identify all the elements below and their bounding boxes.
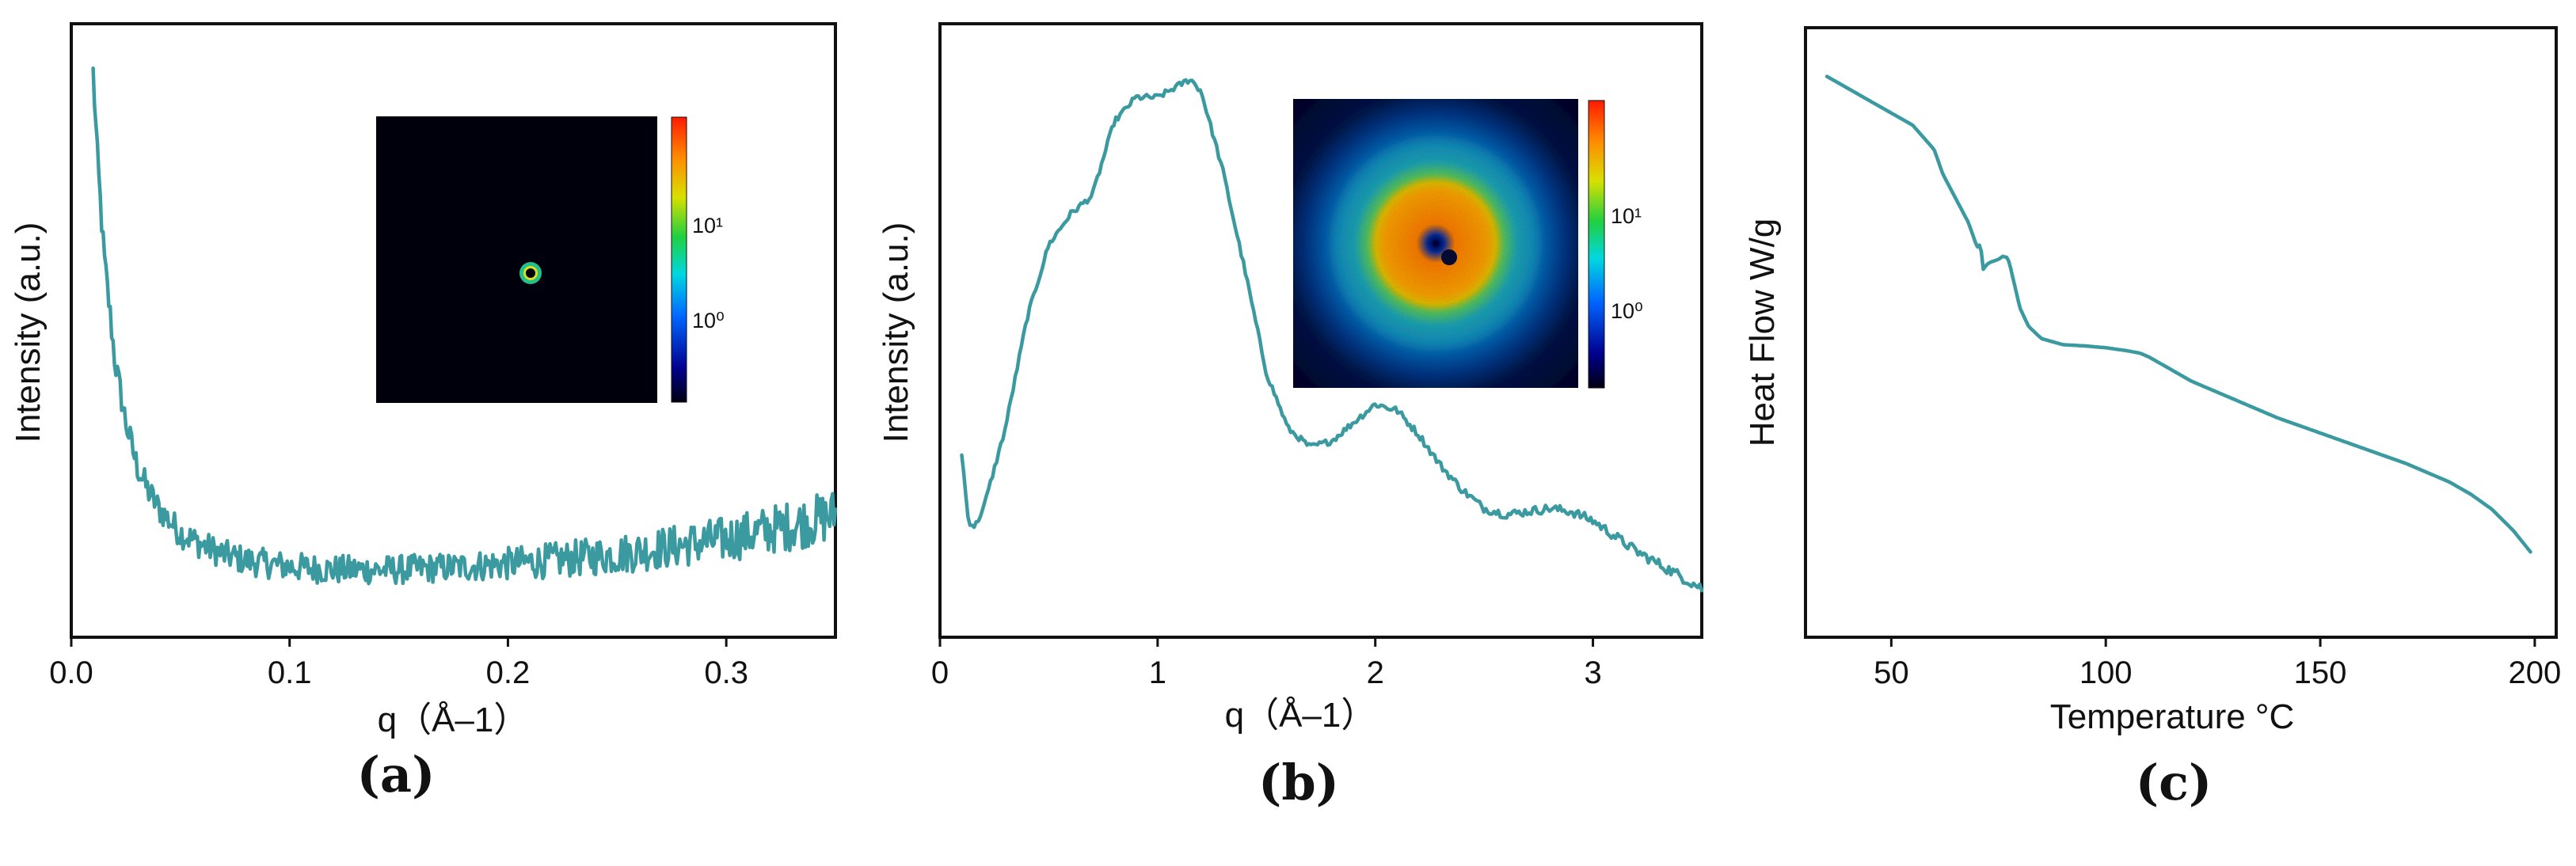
x-tick-label: 0.0 xyxy=(49,655,93,690)
x-tick-label: 0.1 xyxy=(268,655,312,690)
y-axis-label: Heat Flow W/g xyxy=(1743,218,1782,447)
x-tick-label: 2 xyxy=(1367,655,1384,690)
x-tick-label: 0.2 xyxy=(486,655,531,690)
x-ticks: 0.0 0.1 0.2 0.3 xyxy=(49,637,748,690)
plot-frame xyxy=(1804,26,2558,639)
panel-a: 0.0 0.1 0.2 0.3 Intensity (a.u.) q（Å–1） (a)… xyxy=(9,22,838,803)
waxs-curve xyxy=(960,78,1704,593)
panel-c: 50 100 150 200 Heat Flow W/g Temperature °C… xyxy=(1743,26,2561,811)
dsc-curve xyxy=(1825,74,2532,554)
panel-label: (b) xyxy=(1258,754,1339,811)
colorbar-label-10-0: 10⁰ xyxy=(1611,299,1643,323)
x-axis-label: Temperature °C xyxy=(2050,697,2295,736)
x-tick-label: 3 xyxy=(1584,655,1601,690)
colorbar xyxy=(1588,100,1605,389)
saxs-curve xyxy=(91,66,838,586)
x-tick-label: 0 xyxy=(931,655,949,690)
panel-b: 0 1 2 3 Intensity (a.u.) q（Å–1） (b) 10¹ 10⁰ xyxy=(877,22,1704,811)
colorbar-label-10-0: 10⁰ xyxy=(692,309,725,332)
x-tick-label: 1 xyxy=(1149,655,1166,690)
colorbar xyxy=(671,116,687,403)
x-tick-label: 100 xyxy=(2079,655,2133,690)
x-ticks: 0 1 2 3 xyxy=(931,637,1602,690)
x-axis-label: q（Å–1） xyxy=(378,701,529,739)
x-tick-label: 150 xyxy=(2294,655,2347,690)
x-ticks: 50 100 150 200 xyxy=(1874,637,2561,690)
x-tick-label: 200 xyxy=(2509,655,2562,690)
waxs-2d-pattern-inset: 10¹ 10⁰ xyxy=(1293,99,1643,389)
panel-label: (c) xyxy=(2136,754,2212,811)
plot-frame xyxy=(938,22,1703,639)
detector-image xyxy=(1293,99,1578,388)
plot-frame xyxy=(70,22,837,639)
beam-stop xyxy=(526,268,535,278)
y-axis-label: Intensity (a.u.) xyxy=(877,222,915,443)
x-axis-label: q（Å–1） xyxy=(1225,696,1376,735)
y-axis-label: Intensity (a.u.) xyxy=(9,222,48,443)
x-tick-label: 0.3 xyxy=(704,655,748,690)
colorbar-label-10-1: 10¹ xyxy=(1611,204,1642,228)
panel-label: (a) xyxy=(357,746,436,803)
detector-image xyxy=(376,116,657,403)
colorbar-label-10-1: 10¹ xyxy=(692,214,723,237)
x-tick-label: 50 xyxy=(1874,655,1909,690)
beam-stop xyxy=(1441,249,1457,265)
saxs-2d-pattern-inset: 10¹ 10⁰ xyxy=(376,116,725,403)
